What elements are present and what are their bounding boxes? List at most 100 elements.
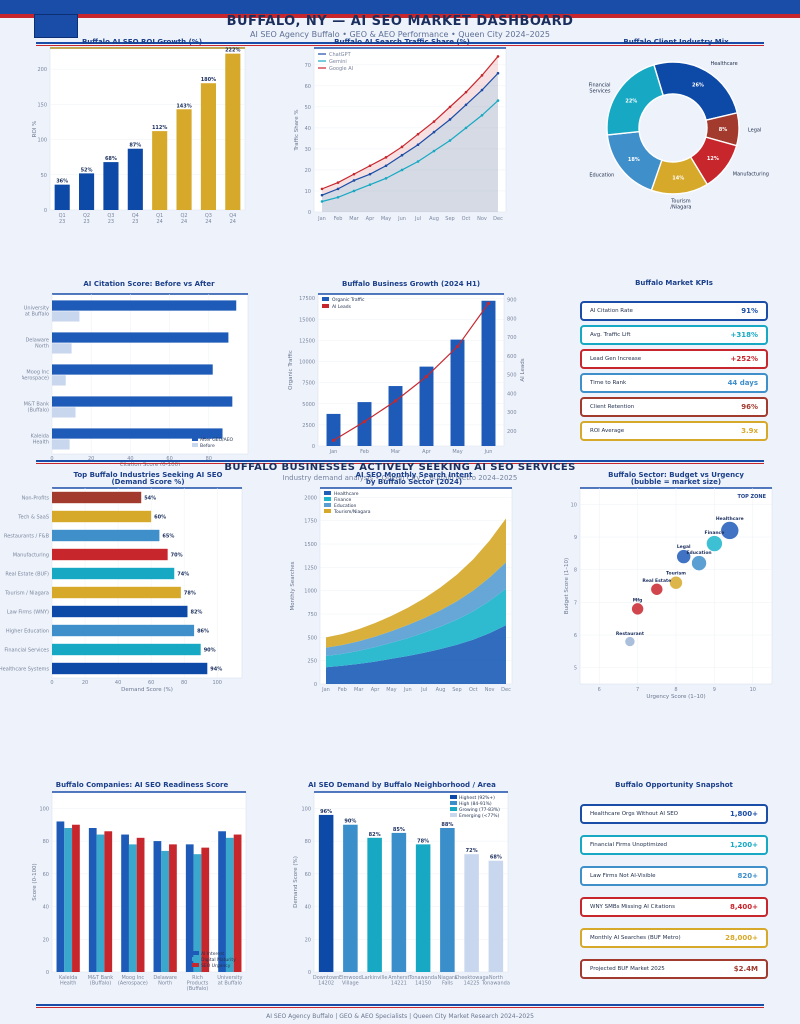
demand-bar (52, 491, 142, 504)
x-tick-label: 24 (205, 219, 211, 225)
opportunity-value: 1,200+ (729, 841, 758, 849)
bubble (691, 555, 707, 571)
readiness-bar (193, 854, 202, 972)
roi-value-label: 112% (152, 125, 167, 131)
series-point (320, 193, 324, 197)
y-tick-label: 5000 (302, 402, 315, 408)
neighborhood-value-label: 82% (369, 832, 381, 838)
bubble-label: Finance (705, 530, 725, 536)
intent-chart-title: AI SEO Monthly Search Intent (356, 471, 473, 479)
series-point (448, 105, 452, 109)
legend-swatch (322, 304, 329, 308)
x-tick-label: 60 (166, 456, 172, 462)
y-category-label: Tech & SaaS (17, 515, 49, 521)
kpi-card: ROI Average 3.9x (580, 421, 768, 441)
industry-mix-chart: Buffalo Client Industry Mix 26% Healthcare… (589, 38, 769, 211)
y-tick-label: 1000 (304, 589, 317, 595)
y-tick-label: 60 (305, 872, 311, 878)
leads-point (331, 438, 336, 442)
y-tick-label: 50 (305, 105, 311, 111)
pie-slice (652, 61, 739, 122)
opportunity-value: 28,000+ (725, 934, 758, 942)
neighborhood-bar (440, 828, 455, 972)
demand-value-label: 74% (177, 572, 189, 578)
x-category-label: Amherst 14221 (388, 975, 409, 987)
x-tick-label: 23 (83, 219, 89, 225)
x-tick-label: Jun (397, 216, 406, 222)
neighborhood-value-label: 90% (344, 819, 356, 825)
x-tick-label: Q2 (83, 213, 90, 219)
y-tick-label: 12500 (299, 338, 315, 344)
y-axis-label: Score (0-100) (32, 863, 38, 900)
series-point (416, 143, 420, 147)
legend-swatch (450, 807, 457, 811)
kpi-label: Lead Gen Increase (590, 356, 642, 362)
demand-value-label: 60% (154, 515, 166, 521)
readiness-chart-title: Buffalo Companies: AI SEO Readiness Scor… (56, 781, 229, 789)
after-bar (52, 396, 233, 407)
footer-rule-red (36, 1007, 764, 1008)
y2-tick-label: 700 (507, 335, 517, 341)
y-category-label: Moog Inc (Aerospace) (22, 369, 49, 381)
y-tick-label: 7500 (302, 381, 315, 387)
legend-label: AI Interest (201, 951, 224, 957)
legend-swatch (192, 957, 199, 961)
x-tick-label: Jul (414, 216, 421, 222)
x-tick-label: Q1 (156, 213, 163, 219)
roi-bar (225, 53, 241, 210)
demand-bar (52, 510, 152, 523)
series-point (384, 177, 388, 180)
roi-chart-title: Buffalo AI SEO ROI Growth (%) (82, 38, 202, 46)
y-category-label: M&T Bank (Buffalo) (24, 401, 50, 413)
x-tick-label: Feb (334, 216, 343, 222)
series-point (384, 164, 388, 168)
x-tick-label: Mar (349, 216, 359, 222)
y2-tick-label: 500 (507, 373, 517, 379)
bubble-label: Tourism (666, 571, 686, 577)
industry-demand-chart: Top Buffalo Industries Seeking AI SEO(De… (0, 471, 243, 693)
roi-value-label: 36% (56, 179, 68, 185)
opportunity-value: $2.4M (733, 965, 758, 973)
y-category-label: Kaleida Health (31, 433, 49, 445)
bubble-label: Legal (677, 544, 691, 550)
after-bar (52, 364, 213, 375)
demand-value-label: 54% (144, 496, 156, 502)
y-axis-label: Organic Traffic (288, 350, 294, 390)
before-bar (52, 311, 80, 322)
x-tick-label: Dec (501, 687, 511, 693)
pie-category-label: Legal (748, 128, 761, 134)
neighborhood-bar (318, 814, 334, 972)
opportunity-label: Healthcare Orgs Without AI SEO (590, 811, 678, 817)
before-bar (52, 375, 66, 386)
x-category-label: Delaware North (153, 975, 177, 987)
y-tick-label: 10 (305, 189, 311, 195)
x-category-label: Kaleida Health (59, 975, 77, 987)
x-category-label: Cheektowaga 14225 (455, 975, 489, 987)
demand-bar (52, 643, 201, 656)
series-point (336, 181, 340, 184)
pie-percent-label: 22% (625, 98, 637, 104)
roi-value-label: 68% (105, 156, 117, 162)
traffic-bar (357, 402, 372, 446)
agency-logo (34, 14, 78, 38)
pie-percent-label: 14% (672, 176, 684, 182)
opportunity-card: Healthcare Orgs Without AI SEO 1,800+ (580, 804, 768, 824)
pie-percent-label: 8% (719, 127, 728, 133)
y-tick-label: 1750 (304, 519, 317, 525)
opportunity-value: 1,800+ (729, 810, 758, 818)
x-tick-label: Apr (371, 687, 381, 693)
demand-chart-title: Top Buffalo Industries Seeking AI SEO (73, 471, 222, 479)
y-tick-label: 40 (305, 126, 311, 132)
opportunity-title: Buffalo Opportunity Snapshot (615, 781, 733, 789)
neighborhood-bar (464, 854, 479, 972)
y-axis-label: Traffic Share % (294, 109, 300, 151)
legend-label: Organic Traffic (332, 297, 365, 303)
bubble (676, 549, 691, 564)
citation-score-chart: AI Citation Score: Before vs After 0 20 40 6… (22, 280, 249, 466)
page-subtitle: AI SEO Agency Buffalo • GEO & AEO Perfor… (250, 30, 550, 39)
x-axis-label: Demand Score (%) (121, 687, 173, 693)
readiness-bar (121, 834, 129, 972)
y-tick-label: 6 (574, 633, 577, 639)
legend-label: Growing (77-83%) (459, 807, 500, 813)
y-tick-label: 0 (44, 208, 47, 214)
